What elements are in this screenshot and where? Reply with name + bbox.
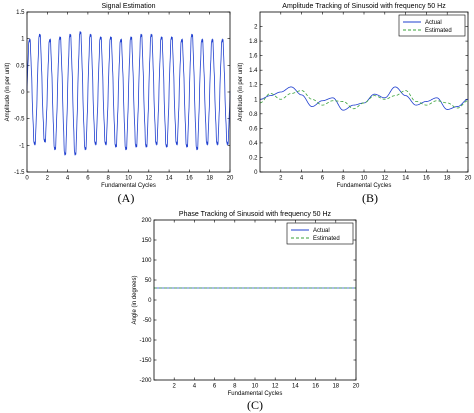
y-tick-label: 0.5 (16, 63, 25, 69)
y-tick-label: 150 (141, 238, 152, 244)
x-tick-label: 4 (193, 384, 197, 390)
y-tick-label: 1 (21, 37, 25, 43)
legend-label-estimated: Estimated (313, 236, 340, 242)
legend: Actual Estimated (286, 222, 354, 245)
y-axis-label: Amplitude (in per unit) (238, 63, 244, 122)
y-tick-label: 100 (141, 258, 152, 264)
panel-c: Phase Tracking of Sinusoid with frequenc… (132, 211, 360, 412)
x-tick-label: 2 (279, 176, 283, 182)
plot-frame (153, 219, 357, 381)
x-axis-label: Fundamental Cycles (228, 391, 283, 397)
x-tick-label: 6 (86, 176, 90, 182)
x-tick-label: 2 (173, 384, 177, 390)
legend-label-actual: Actual (313, 228, 330, 234)
y-tick-label: -0.5 (14, 117, 25, 123)
y-tick-label: 0.2 (249, 155, 258, 161)
y-tick-label: -100 (139, 338, 152, 344)
y-tick-label: -150 (139, 358, 152, 364)
x-tick-label: 20 (227, 176, 234, 182)
plot-frame (259, 11, 469, 173)
x-tick-label: 10 (361, 176, 368, 182)
legend-box (286, 222, 354, 245)
y-tick-label: 200 (141, 218, 152, 224)
x-tick-label: 16 (312, 384, 319, 390)
y-tick-label: 0.6 (249, 126, 258, 132)
y-tick-label: -50 (143, 318, 152, 324)
chart-title: Signal Estimation (101, 3, 155, 10)
x-tick-label: 20 (465, 176, 472, 182)
panel-label: (A) (118, 191, 135, 205)
y-tick-label: -1 (19, 143, 25, 149)
y-tick-label: 1.4 (249, 68, 258, 74)
x-axis-label: Fundamental Cycles (337, 183, 392, 189)
x-tick-label: 10 (125, 176, 132, 182)
x-tick-label: 8 (233, 384, 237, 390)
x-tick-label: 8 (342, 176, 346, 182)
x-tick-label: 12 (145, 176, 152, 182)
y-tick-label: 1 (254, 97, 258, 103)
x-tick-label: 14 (402, 176, 409, 182)
x-tick-label: 8 (107, 176, 111, 182)
x-tick-label: 4 (300, 176, 304, 182)
series-line-estimated (259, 90, 469, 110)
x-tick-label: 14 (292, 384, 299, 390)
x-tick-label: 2 (46, 176, 50, 182)
x-tick-label: 12 (272, 384, 279, 390)
series-line-actual (259, 86, 469, 111)
panel-b: Amplitude Tracking of Sinusoid with freq… (238, 3, 472, 205)
plot-frame (26, 11, 231, 173)
y-tick-label: 1.2 (249, 83, 258, 89)
x-tick-label: 18 (444, 176, 451, 182)
series-line-signal (26, 31, 231, 156)
x-tick-label: 16 (423, 176, 430, 182)
x-tick-label: 16 (186, 176, 193, 182)
legend-box (398, 14, 466, 37)
x-tick-label: 20 (353, 384, 360, 390)
y-tick-label: 0.8 (249, 112, 258, 118)
y-tick-label: 0 (148, 298, 152, 304)
x-axis-label: Fundamental Cycles (101, 183, 156, 189)
y-tick-label: 1.8 (249, 39, 258, 45)
x-tick-label: 18 (206, 176, 213, 182)
x-tick-label: 6 (321, 176, 325, 182)
y-tick-label: -200 (139, 378, 152, 384)
panel-label: (C) (247, 398, 263, 412)
y-tick-label: -1.5 (14, 170, 25, 176)
y-tick-label: 0.4 (249, 141, 258, 147)
x-tick-label: 6 (213, 384, 217, 390)
y-tick-label: 1.5 (16, 10, 25, 16)
y-tick-label: 1.6 (249, 54, 258, 60)
x-tick-label: 14 (166, 176, 173, 182)
x-tick-label: 12 (381, 176, 388, 182)
x-tick-label: 0 (25, 176, 29, 182)
legend-label-estimated: Estimated (425, 28, 452, 34)
panel-label: (B) (362, 191, 378, 205)
y-tick-label: 50 (145, 278, 152, 284)
chart-title: Amplitude Tracking of Sinusoid with freq… (282, 3, 446, 10)
chart-title: Phase Tracking of Sinusoid with frequenc… (179, 211, 332, 218)
x-tick-label: 10 (252, 384, 259, 390)
legend: Actual Estimated (398, 14, 466, 37)
y-axis-label: Angle (in degrees) (132, 275, 138, 324)
y-axis-label: Amplitude (in per unit) (5, 63, 11, 122)
x-tick-label: 18 (332, 384, 339, 390)
x-tick-label: 4 (66, 176, 70, 182)
y-tick-label: 0 (254, 170, 258, 176)
y-tick-label: 2 (254, 25, 258, 31)
y-tick-label: 0 (21, 90, 25, 96)
legend-label-actual: Actual (425, 20, 442, 26)
